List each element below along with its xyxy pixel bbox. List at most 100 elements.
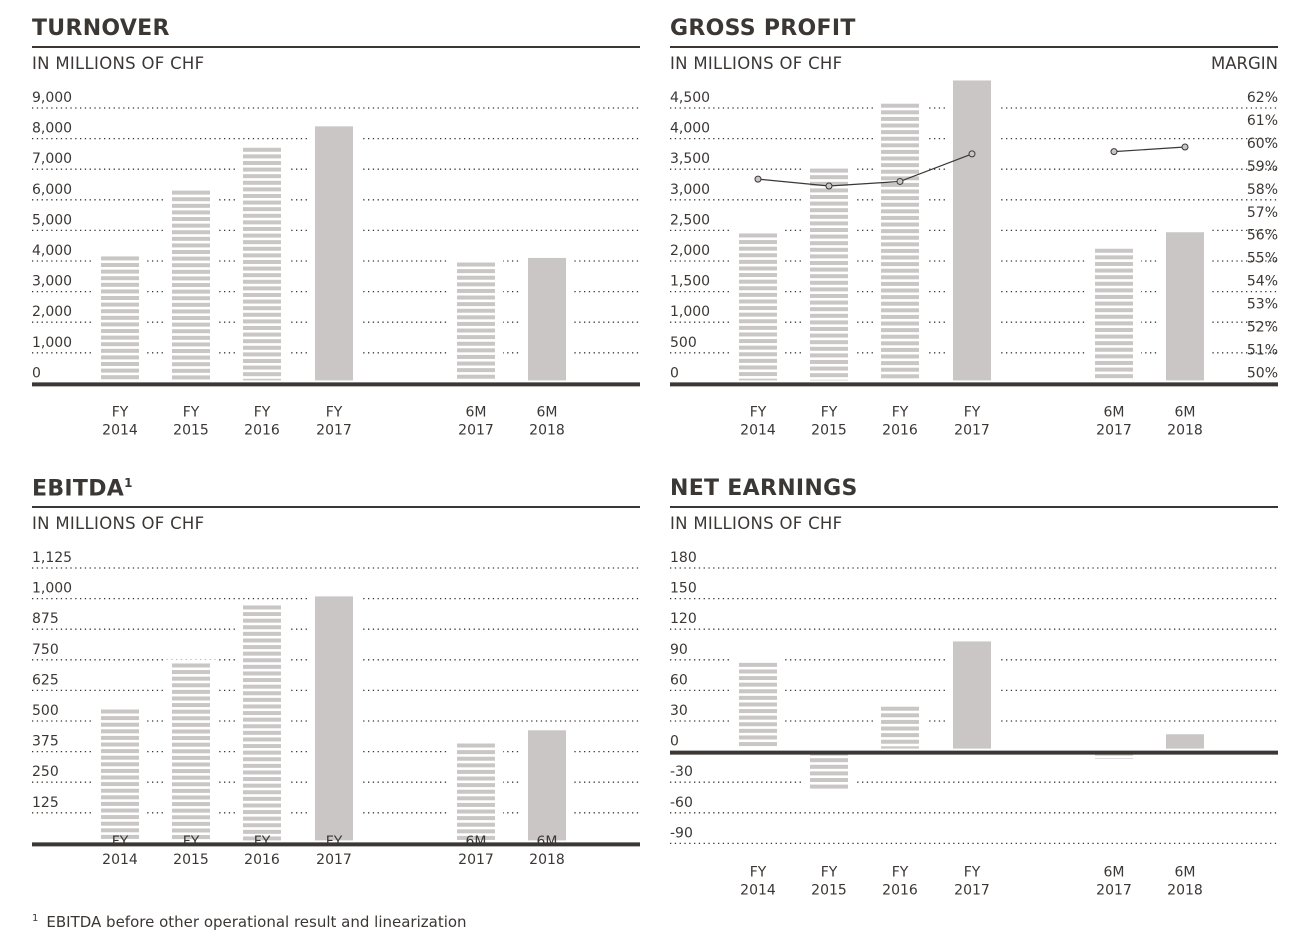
turnover-chart: 9,000 8,000 7,000 6,000 5,000 4,000 3,000 2,000… — [32, 90, 640, 438]
y-tick-label: 125 — [32, 795, 59, 811]
x-tick-label: FY — [183, 834, 200, 850]
y-tick-label: 875 — [32, 611, 59, 627]
x-tick-label: 6M — [537, 834, 558, 850]
chart-subtitle: IN MILLIONS OF CHF — [670, 514, 843, 533]
y-tick-label: 60 — [670, 672, 688, 688]
x-tick-label: 2014 — [740, 882, 776, 898]
bar-FY-2014 — [101, 709, 139, 839]
x-tick-label: FY — [326, 834, 343, 850]
y-tick-label: 0 — [32, 365, 41, 381]
footnote-text: EBITDA before other operational result a… — [46, 913, 467, 931]
y-tick-label: 0 — [670, 734, 679, 750]
y-tick-label: 5,000 — [32, 212, 72, 228]
margin-point — [968, 150, 976, 158]
y-tick-label: 1,125 — [32, 550, 72, 566]
x-tick-label: 6M — [1104, 404, 1125, 420]
x-tick-label: 2015 — [811, 882, 847, 898]
x-tick-label: 2016 — [882, 422, 918, 438]
bar-6M-2018 — [1166, 734, 1204, 749]
ebitda-chart: 1,125 1,000 875 750 625 500 375 250 125 FY 2014 FY 2… — [32, 550, 640, 868]
net-earnings-chart: 180 150 120 90 60 30 0 -30 -60 -90 FY 2014 FY 2015 FY 2… — [670, 550, 1278, 898]
x-tick-label: FY — [964, 404, 981, 420]
y-tick-label: 4,000 — [32, 243, 72, 259]
x-tick-label: 2016 — [882, 882, 918, 898]
margin-point — [825, 182, 833, 190]
y2-tick-label: 54% — [1247, 274, 1278, 290]
x-tick-label: FY — [326, 404, 343, 420]
x-tick-label: 2016 — [244, 852, 280, 868]
chart-subtitle: IN MILLIONS OF CHF — [32, 54, 205, 73]
x-tick-label: FY — [112, 834, 129, 850]
x-tick-label: 2017 — [954, 882, 990, 898]
bar-FY-2017 — [953, 641, 991, 749]
x-tick-label: 2015 — [811, 422, 847, 438]
x-tick-label: 2018 — [1167, 882, 1203, 898]
y-tick-label: 4,000 — [670, 121, 710, 137]
y2-tick-label: 56% — [1247, 228, 1278, 244]
bar-FY-2016 — [881, 103, 919, 379]
bar-FY-2017 — [315, 596, 353, 841]
y-tick-label: 7,000 — [32, 151, 72, 167]
y-tick-label: 30 — [670, 703, 688, 719]
margin-line — [757, 153, 973, 187]
bar-FY-2014 — [101, 256, 139, 380]
x-tick-label: FY — [254, 834, 271, 850]
x-tick-label: 2014 — [740, 422, 776, 438]
x-tick-label: 2017 — [1096, 882, 1132, 898]
y-tick-label: 9,000 — [32, 90, 72, 106]
x-tick-label: FY — [821, 404, 838, 420]
bar-6M-2017 — [1095, 248, 1133, 379]
bar-6M-2018 — [528, 257, 566, 381]
x-tick-label: FY — [821, 864, 838, 880]
x-tick-label: FY — [750, 864, 767, 880]
x-tick-label: FY — [254, 404, 271, 420]
y2-tick-label: 59% — [1247, 159, 1278, 175]
y2-tick-label: 53% — [1247, 297, 1278, 313]
footnote-marker: 1 — [124, 476, 133, 490]
bar-FY-2014 — [739, 662, 777, 747]
y-tick-label: -60 — [670, 795, 693, 811]
x-tick-label: 2017 — [458, 422, 494, 438]
y-tick-label: 750 — [32, 642, 59, 658]
y-tick-label: 1,000 — [32, 581, 72, 597]
x-tick-label: 6M — [466, 404, 487, 420]
y-tick-label: 120 — [670, 611, 697, 627]
x-tick-label: 2016 — [244, 422, 280, 438]
x-tick-label: FY — [892, 404, 909, 420]
y-tick-label: 0 — [670, 365, 679, 381]
x-tick-label: 2015 — [173, 422, 209, 438]
y-tick-label: 3,500 — [670, 151, 710, 167]
x-tick-label: 2018 — [1167, 422, 1203, 438]
x-tick-label: 6M — [1104, 864, 1125, 880]
title-rule — [670, 46, 1278, 48]
y-tick-label: -90 — [670, 825, 693, 841]
y-tick-label: 375 — [32, 734, 59, 750]
y2-tick-label: 55% — [1247, 251, 1278, 267]
y2-tick-label: 61% — [1247, 113, 1278, 129]
y-tick-label: 150 — [670, 581, 697, 597]
chart-title: EBITDA1 — [32, 476, 133, 502]
x-tick-label: 2015 — [173, 852, 209, 868]
chart-subtitle: IN MILLIONS OF CHF — [32, 514, 205, 533]
x-tick-label: 6M — [537, 404, 558, 420]
y-tick-label: 2,500 — [670, 212, 710, 228]
chart-title: NET EARNINGS — [670, 476, 858, 501]
bar-FY-2015 — [172, 190, 210, 380]
y2-tick-label: 50% — [1247, 365, 1278, 381]
x-tick-label: 2017 — [316, 852, 352, 868]
margin-point — [754, 175, 762, 183]
y-tick-label: 2,000 — [32, 304, 72, 320]
x-tick-label: 2017 — [1096, 422, 1132, 438]
y-tick-label: 500 — [32, 703, 59, 719]
y2-tick-label: 52% — [1247, 320, 1278, 336]
margin-point — [1181, 143, 1189, 151]
footnote-marker: 1 — [32, 913, 39, 924]
y-tick-label: 90 — [670, 642, 688, 658]
x-tick-label: FY — [964, 864, 981, 880]
y-tick-label: 8,000 — [32, 121, 72, 137]
bar-6M-2017 — [457, 262, 495, 379]
y-tick-label: 1,500 — [670, 274, 710, 290]
y-tick-label: 1,000 — [32, 335, 72, 351]
y2-tick-label: 60% — [1247, 136, 1278, 152]
x-tick-label: FY — [183, 404, 200, 420]
